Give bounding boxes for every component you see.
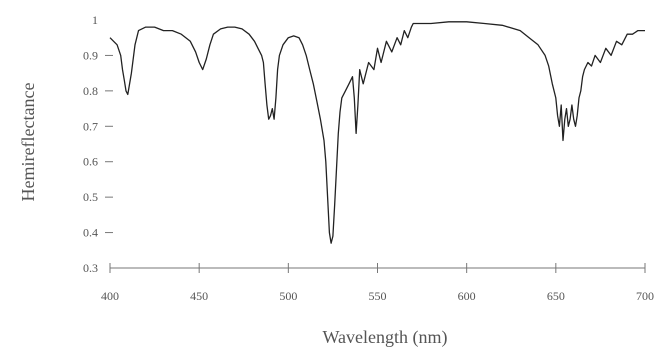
y-tick-label: 0.9 [83, 48, 98, 62]
x-tick-label: 500 [279, 289, 297, 303]
x-tick-label: 600 [458, 289, 476, 303]
x-axis-title: Wavelength (nm) [322, 327, 447, 348]
x-tick-label: 550 [369, 289, 387, 303]
y-axis: 0.3 0.4 0.5 0.6 0.7 0.8 0.9 1 [83, 13, 113, 275]
x-tick-label: 400 [101, 289, 119, 303]
series-line [109, 21, 645, 244]
x-tick-label: 650 [547, 289, 565, 303]
y-tick-label: 1 [92, 13, 98, 27]
y-axis-title: Hemireflectance [18, 83, 38, 202]
y-tick-label: 0.8 [83, 84, 98, 98]
y-tick-label: 0.6 [83, 155, 98, 169]
y-tick-label: 0.7 [83, 119, 98, 133]
x-tick-label: 450 [190, 289, 208, 303]
y-tick-label: 0.4 [83, 226, 98, 240]
y-tick-label: 0.5 [83, 190, 98, 204]
x-tick-label: 700 [636, 289, 654, 303]
x-axis: 400 450 500 550 600 650 700 [101, 263, 654, 303]
y-tick-label: 0.3 [83, 261, 98, 275]
